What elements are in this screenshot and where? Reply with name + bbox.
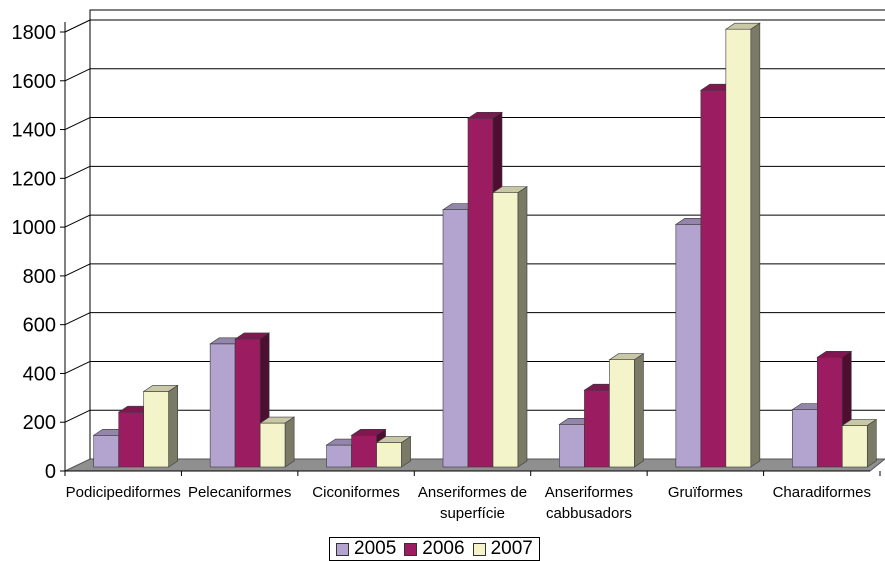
- x-category-label: cabbusadors: [546, 505, 632, 522]
- x-category-label: Gruïformes: [668, 484, 743, 501]
- bar: [675, 224, 702, 468]
- bar: [467, 117, 494, 468]
- x-category-label: Charadiformes: [773, 484, 871, 501]
- y-tick-label: 200: [23, 412, 56, 434]
- gridline-depth: [64, 68, 91, 82]
- x-category-label: Podicipediformes: [66, 484, 181, 501]
- y-tick-label: 1400: [12, 120, 57, 142]
- bar: [209, 343, 236, 468]
- legend-label-2006: 2006: [422, 538, 465, 559]
- bar: [326, 444, 352, 468]
- y-tick-label: 600: [23, 315, 56, 337]
- y-tick-label: 1600: [12, 71, 57, 93]
- y-tick-label: 1200: [12, 168, 57, 190]
- bar: [816, 356, 843, 468]
- bar-side: [634, 353, 644, 468]
- gridline-depth: [64, 117, 91, 131]
- y-tick-label: 0: [45, 461, 56, 483]
- bar: [841, 425, 868, 468]
- x-category-label: Ciconiformes: [312, 484, 400, 501]
- bar: [376, 442, 402, 468]
- axes: [60, 22, 881, 476]
- x-category-label: Anseriformes: [545, 484, 633, 501]
- gridline-depth: [64, 360, 91, 374]
- bar: [259, 422, 286, 468]
- y-tick-label: 800: [23, 266, 56, 288]
- legend-label-2007: 2007: [490, 538, 533, 559]
- gridline-depth: [64, 165, 91, 179]
- bar: [559, 424, 585, 468]
- bar: [584, 389, 610, 468]
- bar-side: [168, 384, 179, 468]
- bar: [351, 434, 377, 468]
- bar: [609, 359, 635, 468]
- bar: [118, 411, 145, 468]
- bar: [442, 209, 469, 468]
- gridline-depth: [64, 409, 91, 423]
- y-tick-label: 1800: [12, 22, 57, 44]
- bar-side: [284, 416, 295, 468]
- axis-labels: 0 200 400 600 800 1000 1200 1400 1600 1800 Podicip…: [12, 22, 871, 522]
- y-tick-label: 400: [23, 363, 56, 385]
- bars: [92, 22, 878, 468]
- legend-item-2006: 2006: [404, 538, 465, 560]
- bar-side: [517, 186, 528, 468]
- bar: [93, 434, 120, 468]
- legend-swatch-2006: [404, 542, 418, 556]
- chart-back-wall: [89, 9, 885, 459]
- bar: [791, 409, 818, 468]
- gridline-depth: [64, 263, 91, 277]
- legend-item-2007: 2007: [472, 538, 533, 560]
- bar-side: [866, 418, 877, 468]
- legend-label-2005: 2005: [354, 538, 397, 559]
- x-category-label: superfície: [440, 505, 505, 522]
- bar: [234, 338, 261, 468]
- legend-swatch-2005: [336, 542, 349, 556]
- y-tick-label: 1000: [12, 217, 57, 239]
- bar: [492, 192, 519, 468]
- gridline-depth: [64, 214, 91, 228]
- bar: [143, 391, 170, 468]
- x-category-label: Pelecaniformes: [188, 484, 291, 501]
- legend-item-2005: 2005: [336, 538, 396, 560]
- x-category-label: Anseriformes de: [418, 484, 527, 501]
- gridline-depth: [64, 19, 91, 33]
- bar: [700, 89, 727, 468]
- bar-side: [401, 436, 411, 468]
- legend-swatch-2007: [472, 542, 486, 556]
- back-wall-outline: [89, 9, 885, 459]
- bar-side: [750, 22, 761, 468]
- bar: [725, 28, 752, 468]
- gridline-depth: [64, 312, 91, 326]
- legend: 2005 2006 2007: [329, 537, 540, 561]
